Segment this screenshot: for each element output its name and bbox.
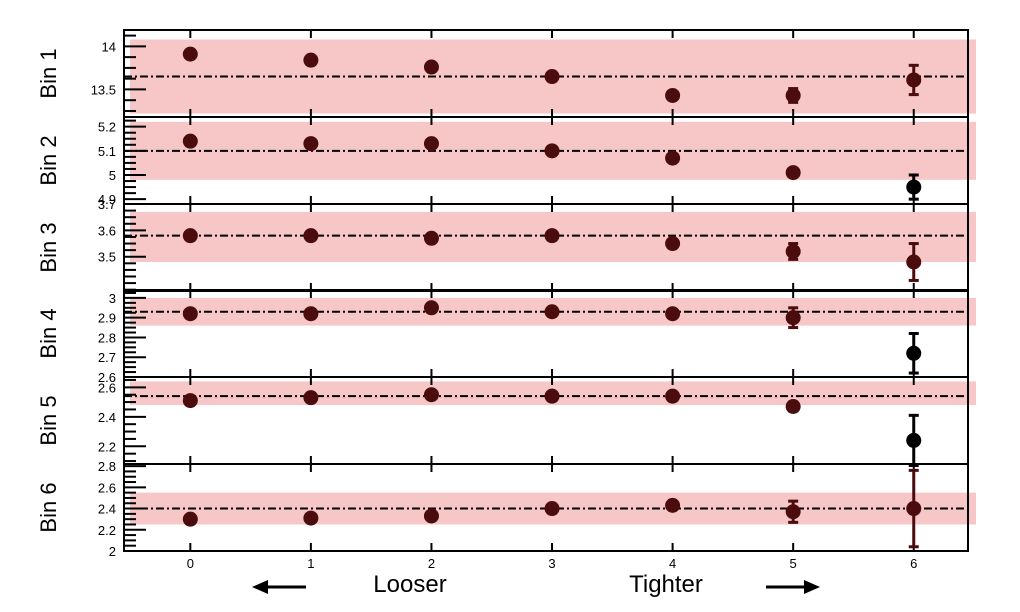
data-point [182, 306, 198, 322]
looser-label: Looser [373, 571, 446, 598]
panel-label: Bin 3 [36, 222, 61, 272]
y-tick-label: 5.2 [98, 120, 116, 135]
data-point [906, 179, 922, 195]
y-tick-label: 2.2 [98, 523, 116, 538]
y-tick-label: 2.6 [98, 370, 116, 385]
data-point [785, 310, 801, 326]
data-point [785, 504, 801, 520]
data-point [303, 52, 319, 68]
y-tick-label: 2.8 [98, 330, 116, 345]
data-point [906, 432, 922, 448]
panel-bin-2: 4.9 5 5.1 5.2 Bin 2 [36, 116, 976, 207]
panel-label: Bin 6 [36, 482, 61, 532]
y-tick-label: 2.2 [98, 439, 116, 454]
y-tick-label: 3 [109, 291, 116, 306]
panel-bin-1: 13.5 14 Bin 1 [36, 29, 976, 118]
panel-label: Bin 2 [36, 135, 61, 185]
data-point [544, 501, 560, 517]
data-point [303, 510, 319, 526]
data-point [665, 497, 681, 513]
data-point [544, 228, 560, 244]
data-point [423, 387, 439, 403]
data-point [303, 306, 319, 322]
x-tick-label: 3 [548, 556, 555, 571]
y-tick-label: 3.7 [98, 197, 116, 212]
data-point [423, 508, 439, 524]
y-tick-label: 14 [102, 39, 116, 54]
data-point [906, 501, 922, 517]
data-point [544, 69, 560, 85]
data-point [544, 304, 560, 320]
y-tick-label: 3.5 [98, 250, 116, 265]
x-tick-label: 4 [669, 556, 676, 571]
data-point [906, 72, 922, 88]
panel-bin-5: 2.2 2.4 2.6 Bin 5 [36, 376, 976, 467]
data-point [182, 46, 198, 62]
tighter-label: Tighter [629, 571, 703, 598]
data-point [665, 87, 681, 103]
data-point [423, 230, 439, 246]
data-point [906, 345, 922, 361]
left-arrow-icon [252, 580, 306, 594]
data-point [665, 388, 681, 404]
data-point [785, 243, 801, 259]
y-tick-label: 13.5 [91, 82, 116, 97]
panel-bin-6: 2 2.2 2.4 2.6 2.8 Bin 6 [36, 459, 976, 559]
y-tick-label: 2.4 [98, 410, 116, 425]
y-tick-label: 2.8 [98, 459, 116, 474]
y-tick-label: 2.6 [98, 480, 116, 495]
panel-label: Bin 5 [36, 395, 61, 445]
data-point [544, 143, 560, 159]
y-tick-label: 2.4 [98, 502, 116, 517]
panel-label: Bin 4 [36, 308, 61, 358]
y-tick-label: 3.6 [98, 223, 116, 238]
x-tick-label: 2 [428, 556, 435, 571]
data-point [182, 393, 198, 409]
x-tick-label: 6 [910, 556, 917, 571]
data-point [785, 398, 801, 414]
data-point [423, 136, 439, 152]
panel-label: Bin 1 [36, 48, 61, 98]
y-tick-label: 4.9 [98, 192, 116, 207]
y-tick-label: 2.6 [98, 380, 116, 395]
y-tick-label: 2.7 [98, 350, 116, 365]
y-tick-label: 5 [109, 168, 116, 183]
data-point [182, 228, 198, 244]
data-point [182, 133, 198, 149]
data-point [303, 136, 319, 152]
data-point [182, 511, 198, 527]
data-point [303, 228, 319, 244]
y-tick-label: 2 [109, 544, 116, 559]
data-point [423, 59, 439, 75]
data-point [423, 300, 439, 316]
data-point [665, 236, 681, 252]
panel-bin-4: 2.6 2.7 2.8 2.9 3 Bin 4 [36, 289, 976, 385]
x-tick-label: 0 [187, 556, 194, 571]
data-point [544, 388, 560, 404]
data-point [303, 390, 319, 406]
y-tick-label: 2.9 [98, 311, 116, 326]
panel-bin-3: 3.5 3.6 3.7 Bin 3 [36, 197, 976, 292]
data-point [665, 306, 681, 322]
right-arrow-icon [766, 580, 820, 594]
x-tick-label: 5 [790, 556, 797, 571]
data-point [665, 150, 681, 166]
data-point [785, 165, 801, 181]
y-tick-label: 5.1 [98, 144, 116, 159]
data-point [906, 254, 922, 270]
panel-frame [123, 463, 969, 552]
data-point [785, 87, 801, 103]
x-tick-label: 1 [307, 556, 314, 571]
